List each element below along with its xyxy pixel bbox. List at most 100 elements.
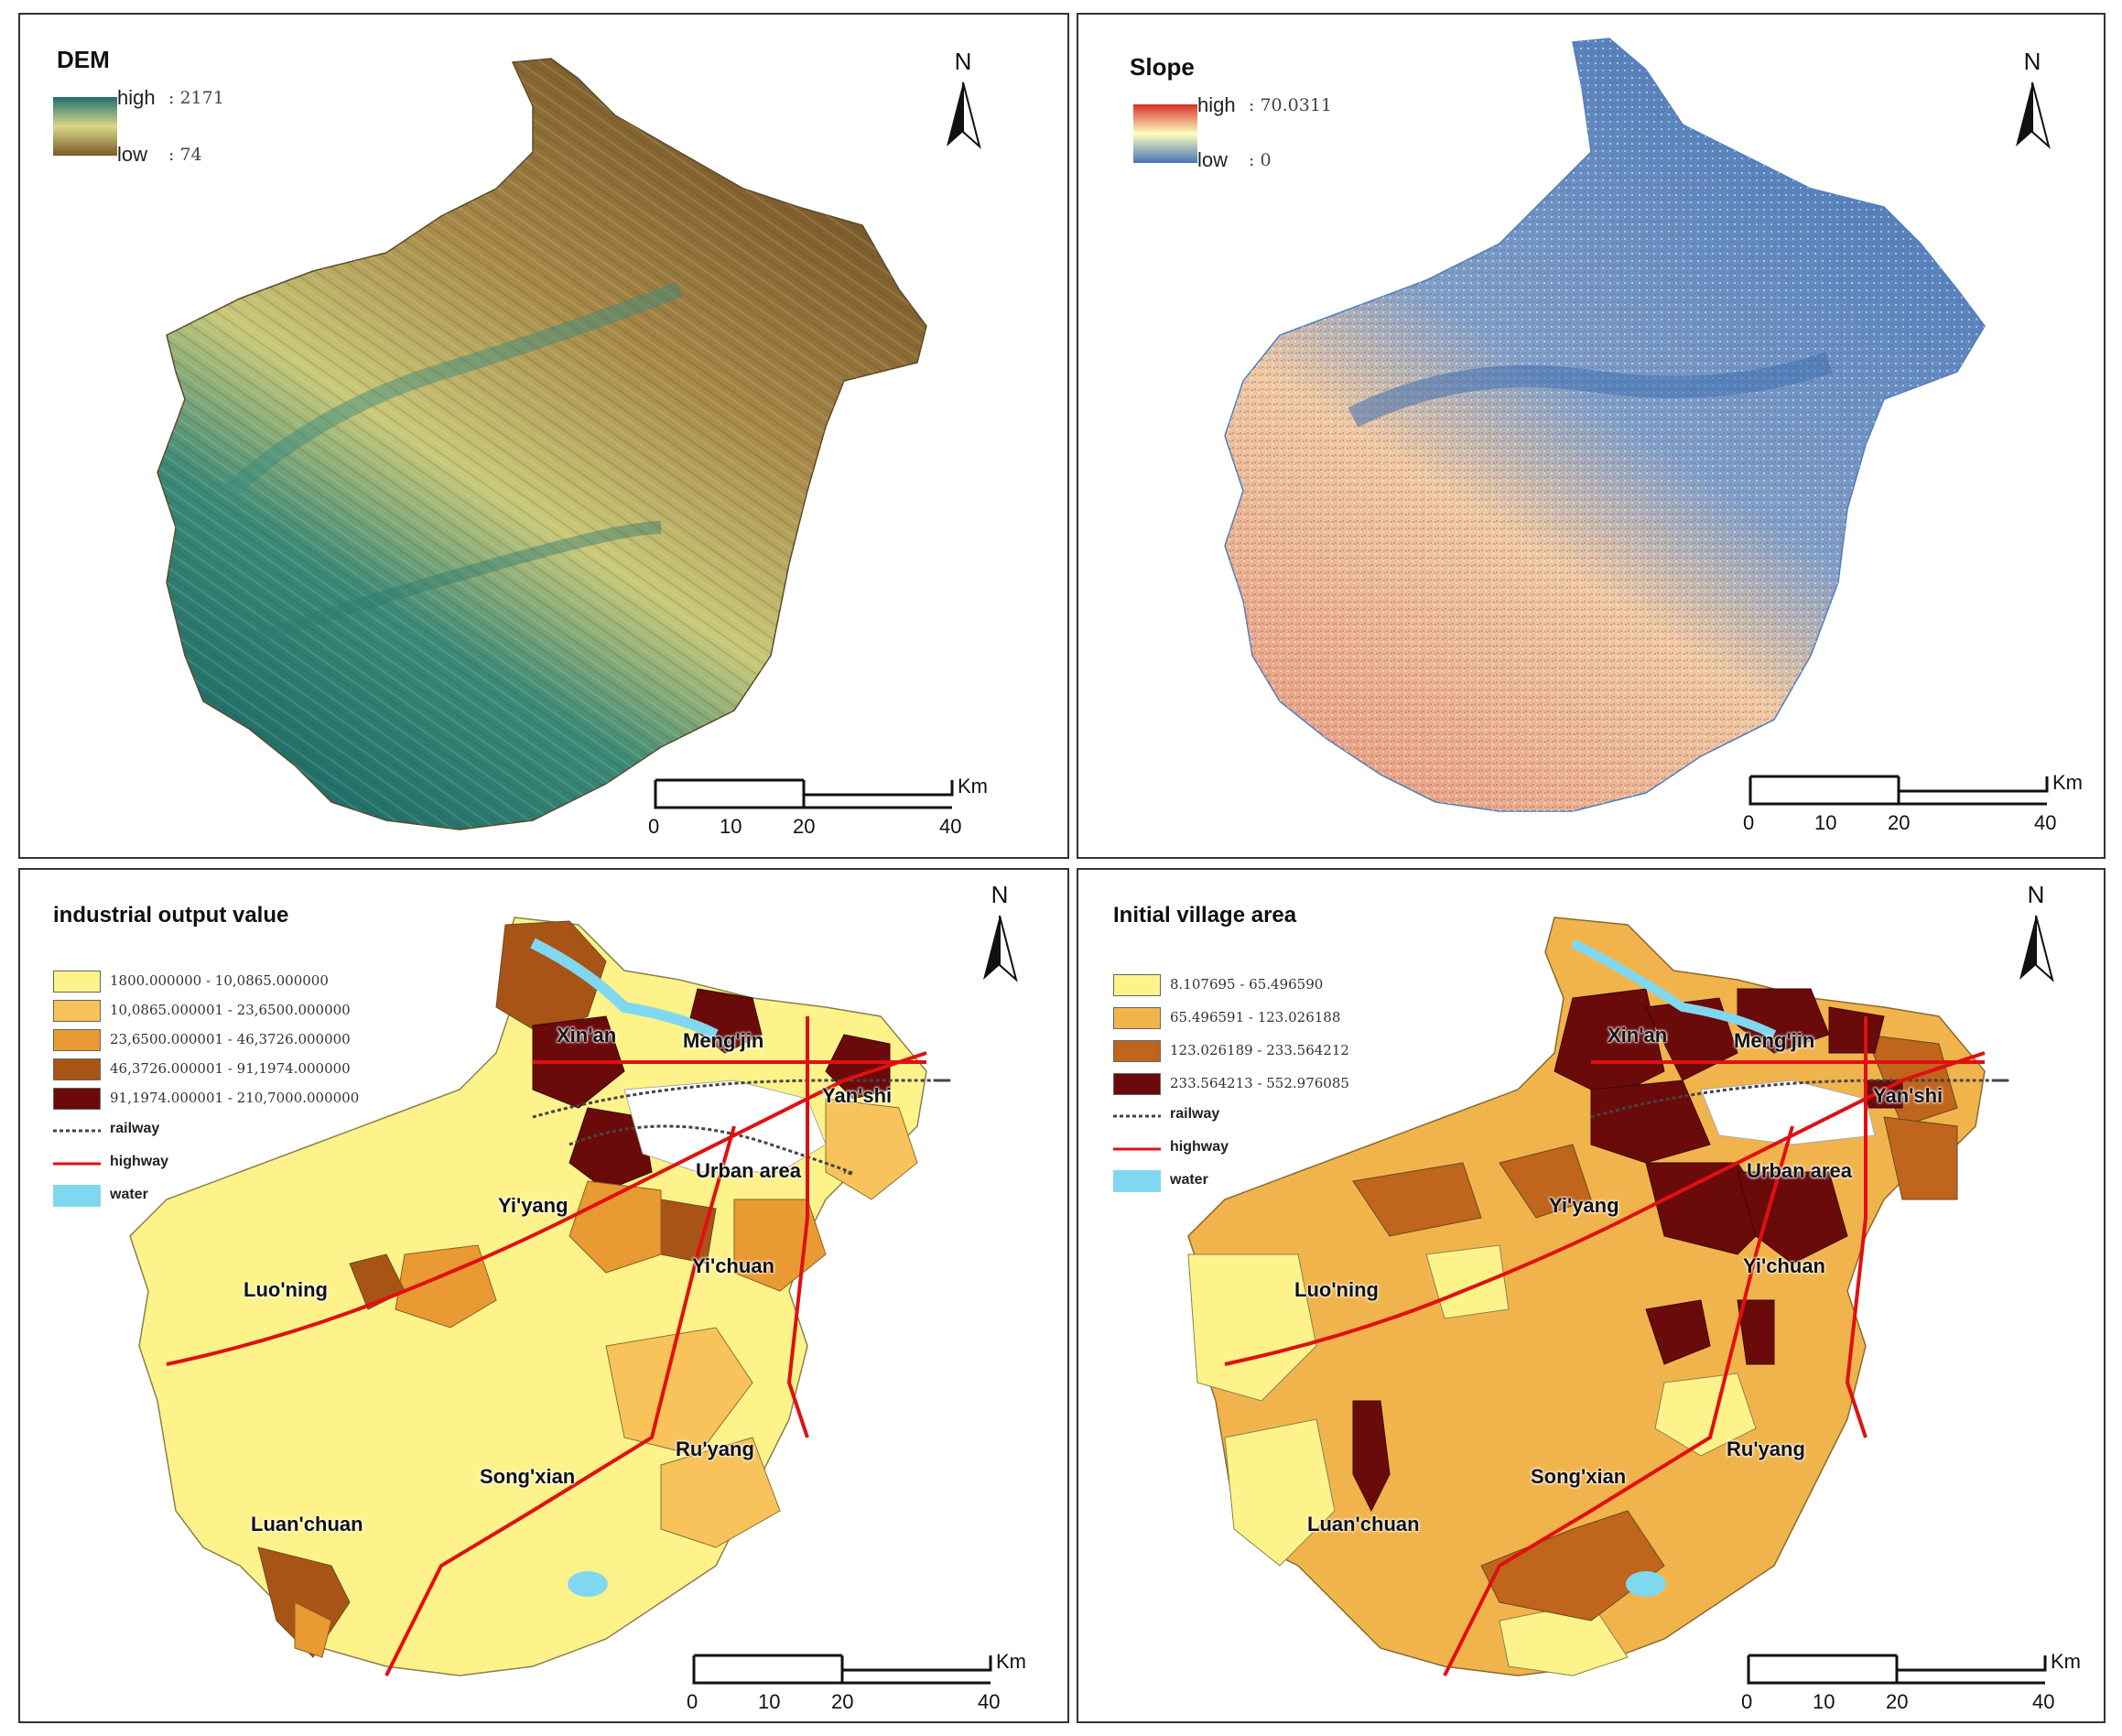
place-xinan: Xin'an: [1608, 1024, 1668, 1047]
scale-bar: Km 0 10 20 40: [648, 775, 988, 839]
legend-label: highway: [1170, 1139, 1229, 1155]
place-luanchuan: Luan'chuan: [251, 1513, 363, 1535]
place-yanshi: Yan'shi: [822, 1084, 893, 1107]
dem-legend-ramp: [53, 97, 117, 156]
legend-swatch: [1113, 1007, 1161, 1029]
scale-tick-20: 20: [1886, 1690, 1909, 1713]
scale-bar: Km 0 10 20 40: [1741, 1650, 2081, 1714]
place-urban: Urban area: [1747, 1159, 1852, 1182]
place-songxian: Song'xian: [480, 1465, 576, 1488]
scale-bar: Km 0 10 20 40: [687, 1650, 1026, 1714]
legend-label: 46,3726.000001 - 91,1974.000000: [110, 1060, 351, 1077]
slope-map: [1224, 38, 1986, 812]
place-luanchuan: Luan'chuan: [1307, 1513, 1420, 1535]
scale-tick-10: 10: [758, 1690, 781, 1713]
legend-label: 10,0865.000001 - 23,6500.000000: [110, 1002, 351, 1018]
dem-legend-low-label: low: [117, 143, 148, 166]
legend-label: 23,6500.000001 - 46,3726.000000: [110, 1031, 351, 1047]
dem-legend-high-label: high: [117, 86, 156, 109]
scale-tick-40: 40: [2032, 1690, 2055, 1713]
scale-tick-40: 40: [939, 815, 962, 838]
scale-tick-0: 0: [648, 815, 660, 838]
scale-tick-0: 0: [1743, 811, 1755, 834]
place-ruyang: Ru'yang: [676, 1438, 754, 1460]
place-mengjin: Meng'jin: [683, 1029, 764, 1052]
legend-label: water: [1170, 1172, 1208, 1188]
dem-panel: DEM high : 2171 low : 74 N Km 0 10 20 40: [18, 13, 1069, 859]
place-songxian: Song'xian: [1531, 1465, 1627, 1488]
industrial-panel: industrial output value 1800.000000 - 10…: [18, 868, 1069, 1723]
legend-swatch: [1113, 1073, 1161, 1095]
legend-label: 123.026189 - 233.564212: [1170, 1042, 1349, 1058]
north-arrow-icon: N: [2008, 881, 2063, 985]
legend-label: water: [110, 1187, 148, 1202]
legend-swatch: [53, 971, 101, 993]
dem-map: [157, 58, 927, 830]
slope-legend-high-value: : 70.0311: [1249, 95, 1333, 115]
legend-swatch: [53, 1029, 101, 1051]
scale-tick-20: 20: [831, 1690, 854, 1713]
dem-legend-low-value: : 74: [168, 145, 202, 165]
scale-tick-10: 10: [1813, 1690, 1835, 1713]
place-mengjin: Meng'jin: [1734, 1029, 1815, 1052]
slope-legend-ramp: [1133, 104, 1197, 163]
industrial-map: [129, 917, 951, 1676]
scale-tick-20: 20: [793, 815, 816, 838]
legend-swatch: [1113, 974, 1161, 996]
north-arrow-icon: N: [972, 881, 1027, 985]
slope-legend-low-value: : 0: [1249, 150, 1272, 170]
slope-panel: Slope high : 70.0311 low : 0 N Km 0 10 2…: [1077, 13, 2106, 859]
village-title: Initial village area: [1113, 903, 1297, 928]
legend-swatch: [53, 1000, 101, 1022]
slope-legend-high-label: high: [1197, 93, 1236, 116]
scale-tick-40: 40: [978, 1690, 1001, 1713]
scale-unit: Km: [996, 1650, 1026, 1673]
place-luoning: Luo'ning: [244, 1278, 328, 1301]
legend-swatch: [1113, 1040, 1161, 1062]
place-xinan: Xin'an: [557, 1024, 617, 1047]
slope-legend-low-label: low: [1197, 148, 1229, 171]
legend-label: 8.107695 - 65.496590: [1170, 976, 1324, 993]
scale-tick-10: 10: [720, 815, 742, 838]
legend-label: 1800.000000 - 10,0865.000000: [110, 972, 329, 989]
place-ruyang: Ru'yang: [1727, 1438, 1805, 1460]
highway-line: [166, 1051, 927, 1366]
scale-tick-40: 40: [2034, 811, 2057, 834]
scale-tick-20: 20: [1888, 811, 1911, 834]
dem-legend-high-value: : 2171: [168, 88, 224, 108]
legend-label: 233.564213 - 552.976085: [1170, 1075, 1349, 1091]
slope-title: Slope: [1130, 53, 1195, 81]
legend-swatch: [53, 1185, 101, 1207]
north-label: N: [954, 48, 972, 75]
scale-unit: Km: [958, 775, 988, 797]
place-luoning: Luo'ning: [1294, 1278, 1379, 1301]
north-arrow-icon: N: [936, 48, 991, 152]
north-label: N: [2023, 48, 2041, 75]
legend-label: railway: [1170, 1106, 1220, 1122]
legend-label: highway: [110, 1154, 169, 1169]
place-yanshi: Yan'shi: [1873, 1084, 1943, 1107]
place-yiyang: Yi'yang: [498, 1194, 568, 1217]
scale-unit: Km: [2051, 1650, 2081, 1673]
village-map: [1187, 917, 2009, 1676]
legend-swatch: [1113, 1170, 1161, 1192]
scale-tick-0: 0: [1741, 1690, 1753, 1713]
legend-swatch: [53, 1058, 101, 1080]
scale-bar: Km 0 10 20 40: [1743, 771, 2083, 835]
legend-label: 91,1974.000001 - 210,7000.000000: [110, 1090, 360, 1106]
place-yichuan: Yi'chuan: [1743, 1254, 1825, 1277]
village-panel: Initial village area 8.107695 - 65.49659…: [1077, 868, 2106, 1723]
legend-label: 65.496591 - 123.026188: [1170, 1009, 1341, 1025]
scale-tick-0: 0: [687, 1690, 698, 1713]
scale-tick-10: 10: [1814, 811, 1837, 834]
dem-title: DEM: [57, 46, 110, 73]
industrial-title: industrial output value: [53, 903, 289, 928]
north-label: N: [2027, 881, 2045, 908]
place-yiyang: Yi'yang: [1549, 1194, 1619, 1217]
place-urban: Urban area: [696, 1159, 801, 1182]
legend-label: railway: [110, 1121, 160, 1136]
place-yichuan: Yi'chuan: [692, 1254, 774, 1277]
legend-swatch: [53, 1088, 101, 1110]
north-label: N: [991, 881, 1009, 908]
scale-unit: Km: [2052, 771, 2083, 794]
